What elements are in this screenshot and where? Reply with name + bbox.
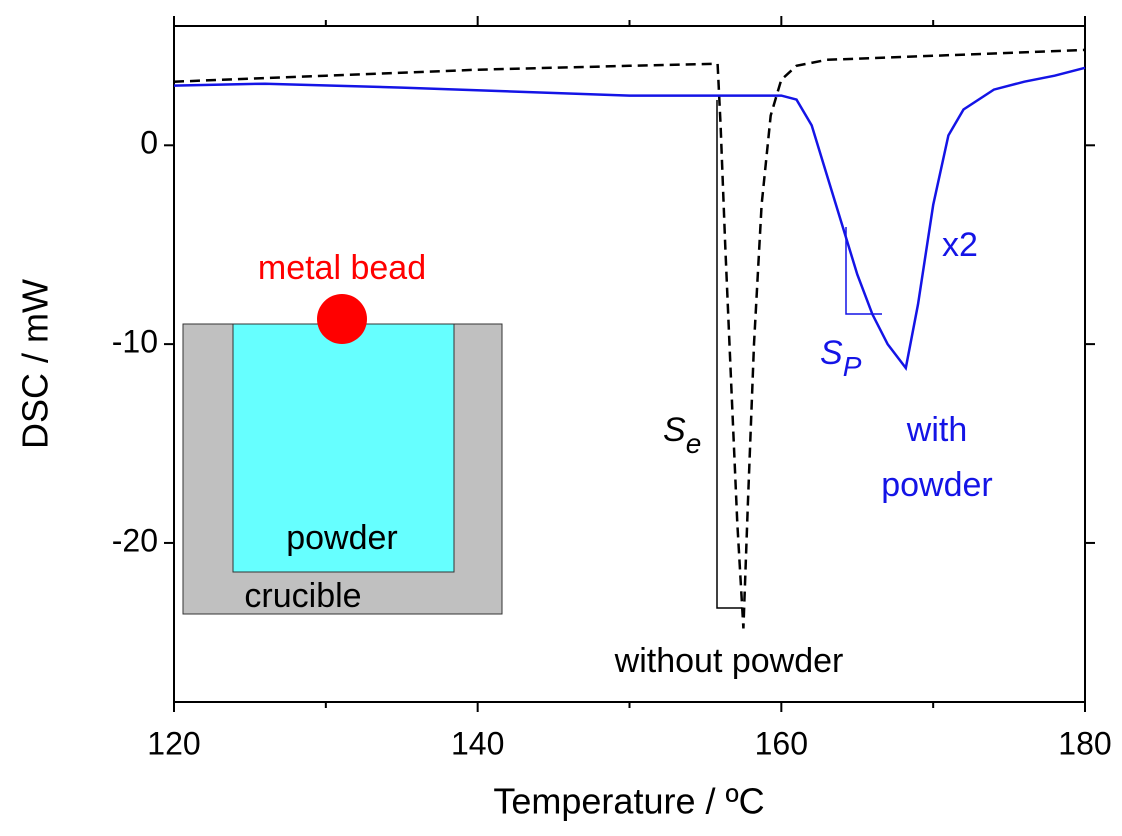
with-powder-label: with powder bbox=[881, 411, 993, 504]
sp-label: SP bbox=[820, 334, 862, 382]
y-tick-label: -10 bbox=[112, 324, 158, 360]
powder-shape bbox=[232, 323, 455, 573]
series-line bbox=[173, 66, 1086, 371]
sp-bracket bbox=[845, 227, 882, 315]
x-tick-label: 160 bbox=[755, 725, 808, 761]
inset: metal bead powder crucible bbox=[182, 249, 503, 615]
without-powder-label: without powder bbox=[614, 642, 844, 680]
se-main: S bbox=[663, 411, 686, 449]
x-tick-label: 180 bbox=[1058, 725, 1111, 761]
x-tick-label: 120 bbox=[147, 725, 200, 761]
sp-sub: P bbox=[843, 351, 862, 382]
x-axis-label: Temperature / ºC bbox=[493, 781, 764, 822]
crucible-label: crucible bbox=[244, 577, 361, 615]
sp-main: S bbox=[820, 334, 843, 372]
y-tick-label: 0 bbox=[140, 125, 158, 161]
plot: 120 140 160 180 -20 -10 0 bbox=[112, 16, 1112, 761]
x-tick-label: 140 bbox=[451, 725, 504, 761]
se-label: Se bbox=[663, 411, 701, 459]
bead-shape bbox=[317, 294, 367, 344]
y-axis-label: DSC / mW bbox=[15, 279, 56, 449]
bead-label: metal bead bbox=[258, 249, 426, 287]
se-sub: e bbox=[686, 428, 702, 459]
powder-label: powder bbox=[286, 519, 398, 557]
y-tick-label: -20 bbox=[112, 522, 158, 558]
se-bracket bbox=[716, 100, 742, 609]
scale-label: x2 bbox=[942, 226, 978, 264]
series-line bbox=[173, 48, 1086, 629]
